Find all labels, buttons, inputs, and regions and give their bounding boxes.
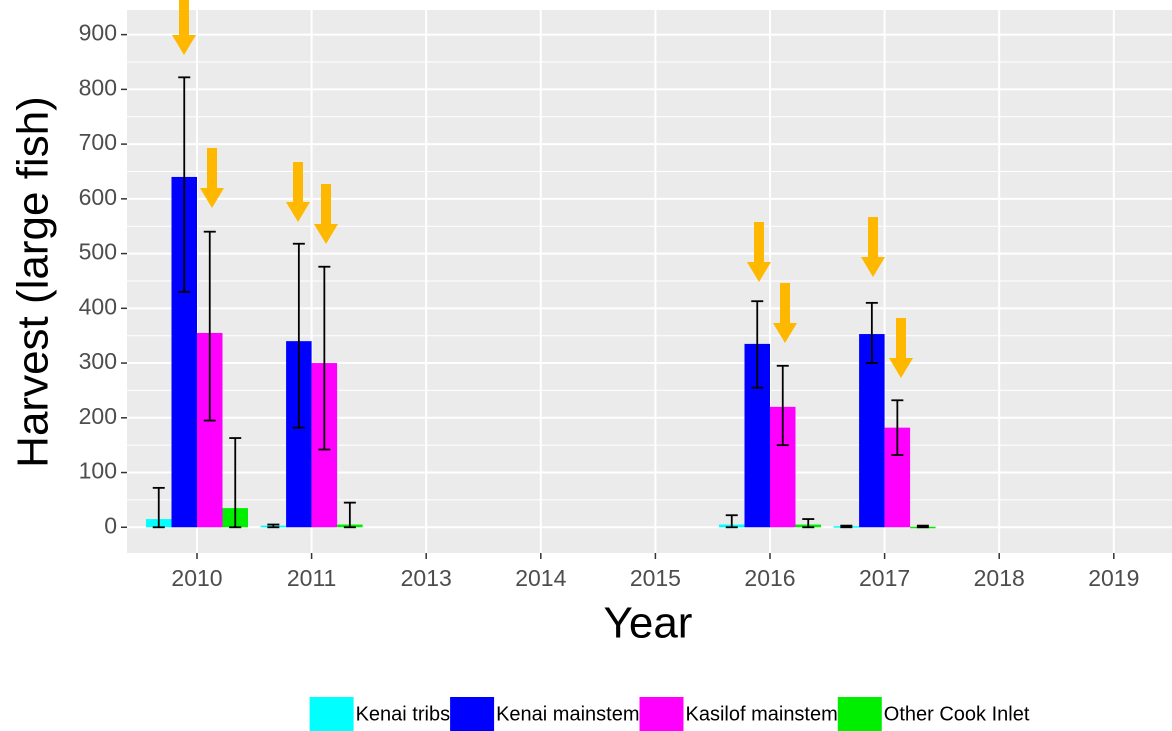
error-bar [178, 76, 191, 293]
y-tick-label: 500 [79, 239, 117, 265]
highlight-arrow [861, 217, 885, 277]
legend-item: Kasilof mainstem [639, 697, 838, 731]
x-tick-label: 2011 [287, 565, 336, 591]
legend-item: Kenai tribs [309, 697, 451, 731]
y-tick-label: 700 [79, 129, 117, 155]
legend-item: Kenai mainstem [450, 697, 640, 731]
y-tick-label: 900 [79, 20, 117, 46]
y-tick-label: 800 [79, 74, 117, 100]
y-tick-label: 300 [79, 348, 117, 374]
y-tick-label: 400 [79, 293, 117, 319]
y-axis-title: Harvest (large fish) [9, 96, 58, 468]
legend-label: Other Cook Inlet [884, 703, 1030, 725]
legend-label: Kenai mainstem [496, 703, 639, 725]
x-tick-label: 2016 [744, 565, 795, 591]
highlight-arrow [889, 318, 913, 378]
x-tick-label: 2018 [974, 565, 1025, 591]
error-bar [203, 230, 216, 422]
error-bar [292, 242, 305, 429]
legend-label: Kenai tribs [356, 703, 451, 725]
highlight-arrow [747, 222, 771, 282]
legend-swatch [450, 697, 495, 731]
error-bar [318, 265, 331, 451]
highlight-arrow [773, 283, 797, 343]
error-bar [840, 524, 853, 529]
legend: Kenai tribs Kenai mainstem Kasilof mainste… [309, 697, 1030, 731]
error-bar [916, 524, 929, 529]
x-tick-label: 2010 [171, 565, 222, 591]
error-bar [343, 501, 356, 529]
x-tick-label: 2014 [515, 565, 566, 591]
error-bar [267, 523, 280, 529]
x-axis-title: Year [604, 599, 693, 648]
y-tick-label: 100 [79, 458, 117, 484]
error-bar [776, 364, 789, 447]
legend-item: Other Cook Inlet [837, 697, 1030, 731]
error-bar [152, 486, 165, 529]
x-tick-label: 2017 [859, 565, 910, 591]
x-tick-label: 2019 [1088, 565, 1139, 591]
highlight-arrow [314, 184, 338, 244]
bar [859, 334, 885, 528]
x-tick-label: 2013 [401, 565, 452, 591]
y-tick-label: 600 [79, 184, 117, 210]
highlight-arrow [286, 162, 310, 222]
legend-label: Kasilof mainstem [686, 703, 838, 725]
x-tick-label: 2015 [630, 565, 681, 591]
error-bar [751, 300, 764, 389]
error-bar [891, 399, 904, 456]
legend-swatch [837, 697, 882, 731]
highlight-arrow [200, 148, 224, 208]
error-bar [865, 301, 878, 364]
error-bar [725, 514, 738, 529]
error-bar [802, 518, 815, 529]
legend-swatch [639, 697, 684, 731]
legend-swatch [309, 697, 354, 731]
highlight-arrow [172, 0, 196, 55]
y-tick-label: 200 [79, 403, 117, 429]
error-bar [229, 437, 242, 529]
y-tick-label: 0 [104, 512, 117, 538]
